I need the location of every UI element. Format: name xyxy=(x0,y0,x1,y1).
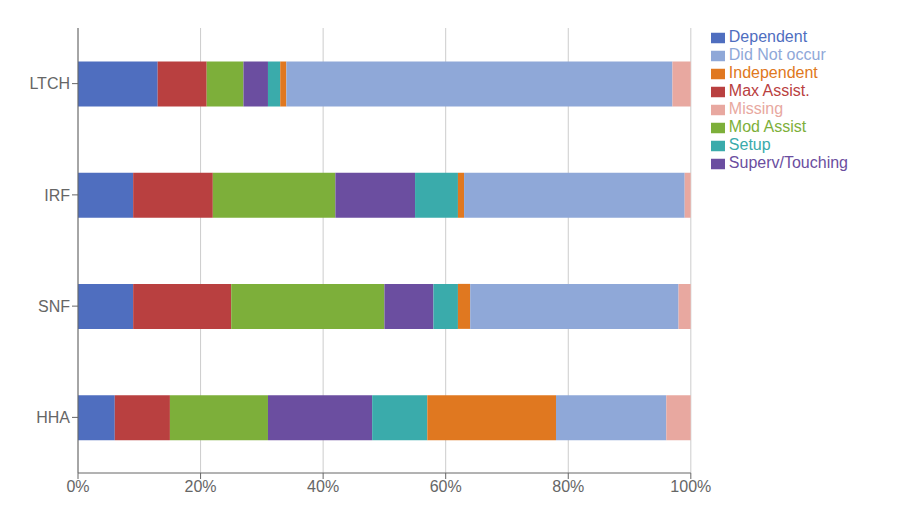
html-text:Did Not occur: Did Not occur xyxy=(728,46,826,63)
svg-text:SNF: SNF xyxy=(38,298,70,315)
svg-text:LTCH: LTCH xyxy=(29,75,70,92)
svg-text:100%: 100% xyxy=(670,478,711,495)
svg-text:20%: 20% xyxy=(185,478,217,495)
html-text:Setup: Setup xyxy=(728,136,771,153)
svg-text:0%: 0% xyxy=(66,478,89,495)
svg-text:80%: 80% xyxy=(552,478,584,495)
svg-text:40%: 40% xyxy=(307,478,339,495)
svg-text:60%: 60% xyxy=(430,478,462,495)
html-text:Independent: Independent xyxy=(728,64,818,81)
html-text:Mod Assist: Mod Assist xyxy=(728,118,807,135)
svg-text:IRF: IRF xyxy=(44,187,70,204)
html-text:Dependent: Dependent xyxy=(728,28,808,45)
html-text:Superv/Touching: Superv/Touching xyxy=(728,154,848,171)
html-text:Max Assist.: Max Assist. xyxy=(728,82,810,99)
html-text:Missing: Missing xyxy=(728,100,783,117)
svg-text:HHA: HHA xyxy=(36,409,70,426)
